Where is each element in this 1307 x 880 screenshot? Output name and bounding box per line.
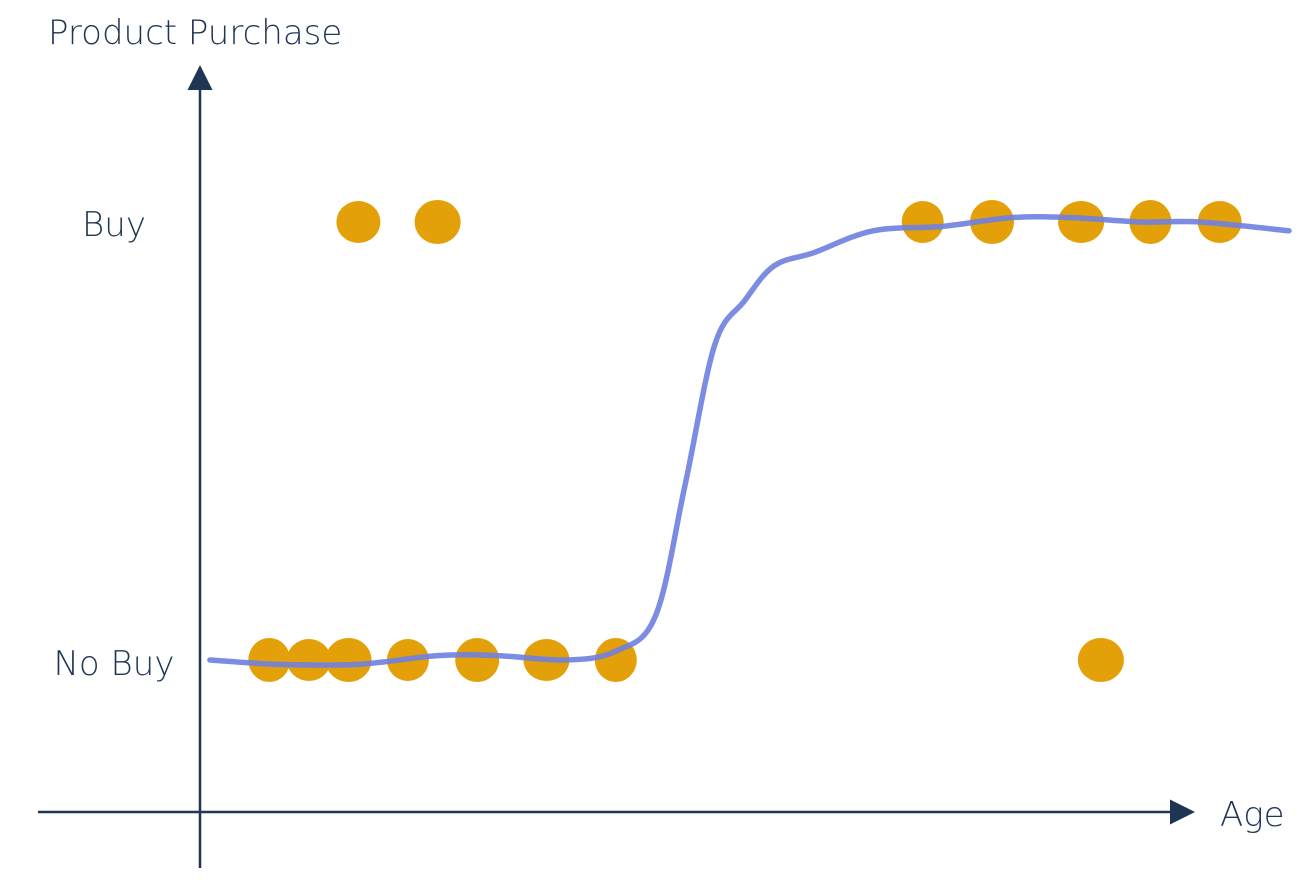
data-point bbox=[286, 639, 331, 681]
x-axis-title: Age bbox=[1220, 795, 1285, 835]
logistic-curve-line bbox=[207, 214, 1292, 668]
data-point bbox=[325, 638, 372, 682]
data-point bbox=[248, 638, 291, 682]
data-point bbox=[901, 201, 944, 243]
y-label-no-buy: No Buy bbox=[54, 644, 175, 684]
y-label-buy: Buy bbox=[82, 205, 146, 245]
data-point bbox=[336, 201, 381, 243]
data-point bbox=[1058, 201, 1105, 243]
data-point bbox=[414, 200, 461, 244]
data-point bbox=[1077, 638, 1124, 682]
data-point bbox=[455, 638, 500, 682]
scatter-points bbox=[248, 200, 1242, 682]
y-axis-title: Product Purchase bbox=[48, 13, 342, 53]
fitted-curve bbox=[207, 214, 1292, 668]
